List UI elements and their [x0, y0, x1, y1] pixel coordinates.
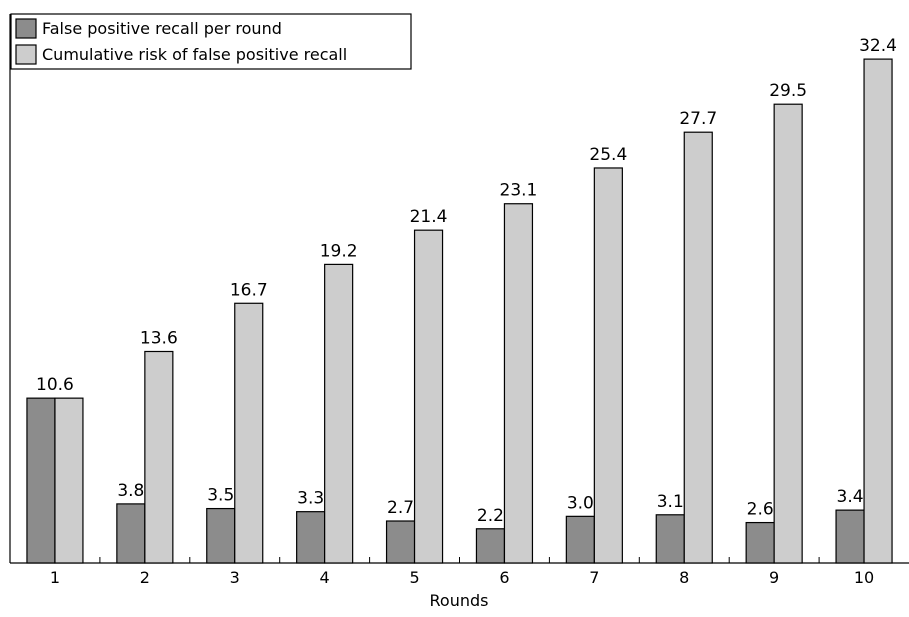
- bar-per-round: [385, 520, 416, 564]
- value-label-per-round: 3.3: [297, 489, 324, 509]
- x-tick-label: 10: [854, 568, 874, 587]
- value-label-cumulative: 21.4: [410, 207, 448, 227]
- bar-cumulative: [593, 167, 623, 564]
- value-label-cumulative: 27.7: [679, 109, 717, 129]
- value-labels: 10.6 3.8 13.6 3.5 16.7 3.3 19.2 2.7 21.4 2.2 23.1 3…: [36, 36, 897, 526]
- value-label-per-round: 3.8: [117, 481, 144, 501]
- x-tick-label: 7: [589, 568, 599, 587]
- value-label-per-round: 3.1: [657, 492, 684, 512]
- value-label-shared: 10.6: [36, 375, 74, 395]
- x-tick-label: 5: [409, 568, 419, 587]
- value-label-per-round: 3.4: [837, 487, 864, 507]
- legend-label-cumulative: Cumulative risk of false positive recall: [42, 45, 347, 64]
- value-label-cumulative: 25.4: [589, 145, 627, 165]
- value-label-per-round: 2.2: [477, 506, 504, 526]
- x-tick-label: 3: [230, 568, 240, 587]
- value-label-per-round: 3.0: [567, 493, 594, 513]
- x-tick-label: 6: [499, 568, 509, 587]
- bar-per-round: [655, 514, 685, 564]
- bar-per-round: [296, 511, 326, 564]
- bar-cumulative: [503, 203, 534, 564]
- legend-swatch-per-round: [15, 18, 37, 39]
- value-label-per-round: 2.7: [387, 498, 414, 518]
- legend-swatch-cumulative: [15, 44, 37, 65]
- bar-per-round: [206, 507, 236, 564]
- legend-label-per-round: False positive recall per round: [42, 19, 282, 38]
- x-tick-labels: 1 2 3 4 5 6 7 8 9 10: [50, 568, 874, 587]
- bar-per-round: [26, 397, 56, 564]
- bar-cumulative: [413, 229, 444, 564]
- value-label-cumulative: 29.5: [769, 81, 807, 101]
- value-label-per-round: 2.6: [747, 500, 774, 520]
- bar-per-round: [565, 515, 595, 564]
- bar-cumulative: [324, 263, 354, 564]
- bars: [26, 58, 893, 564]
- bar-cumulative: [234, 302, 264, 564]
- value-label-per-round: 3.5: [207, 486, 234, 506]
- bar-cumulative: [773, 103, 803, 564]
- value-label-cumulative: 16.7: [230, 280, 268, 300]
- bar-per-round: [745, 521, 775, 564]
- value-label-cumulative: 19.2: [320, 241, 358, 261]
- x-tick-label: 9: [769, 568, 779, 587]
- bar-per-round: [475, 528, 506, 564]
- legend-box: [10, 13, 412, 70]
- x-tick-label: 4: [320, 568, 330, 587]
- bar-per-round: [835, 509, 865, 564]
- bar-cumulative: [683, 131, 713, 564]
- bar-cumulative: [54, 397, 84, 564]
- x-tick-label: 8: [679, 568, 689, 587]
- value-label-cumulative: 23.1: [500, 181, 538, 201]
- value-label-cumulative: 32.4: [859, 36, 897, 56]
- bar-per-round: [116, 503, 146, 564]
- x-ticks: [99, 557, 820, 563]
- x-tick-label: 1: [50, 568, 60, 587]
- bar-cumulative: [144, 350, 174, 564]
- legend: False positive recall per round Cumulati…: [10, 13, 412, 70]
- x-tick-label: 2: [140, 568, 150, 587]
- value-label-cumulative: 13.6: [140, 328, 178, 348]
- bar-cumulative: [863, 58, 893, 564]
- x-axis-label: Rounds: [430, 591, 489, 610]
